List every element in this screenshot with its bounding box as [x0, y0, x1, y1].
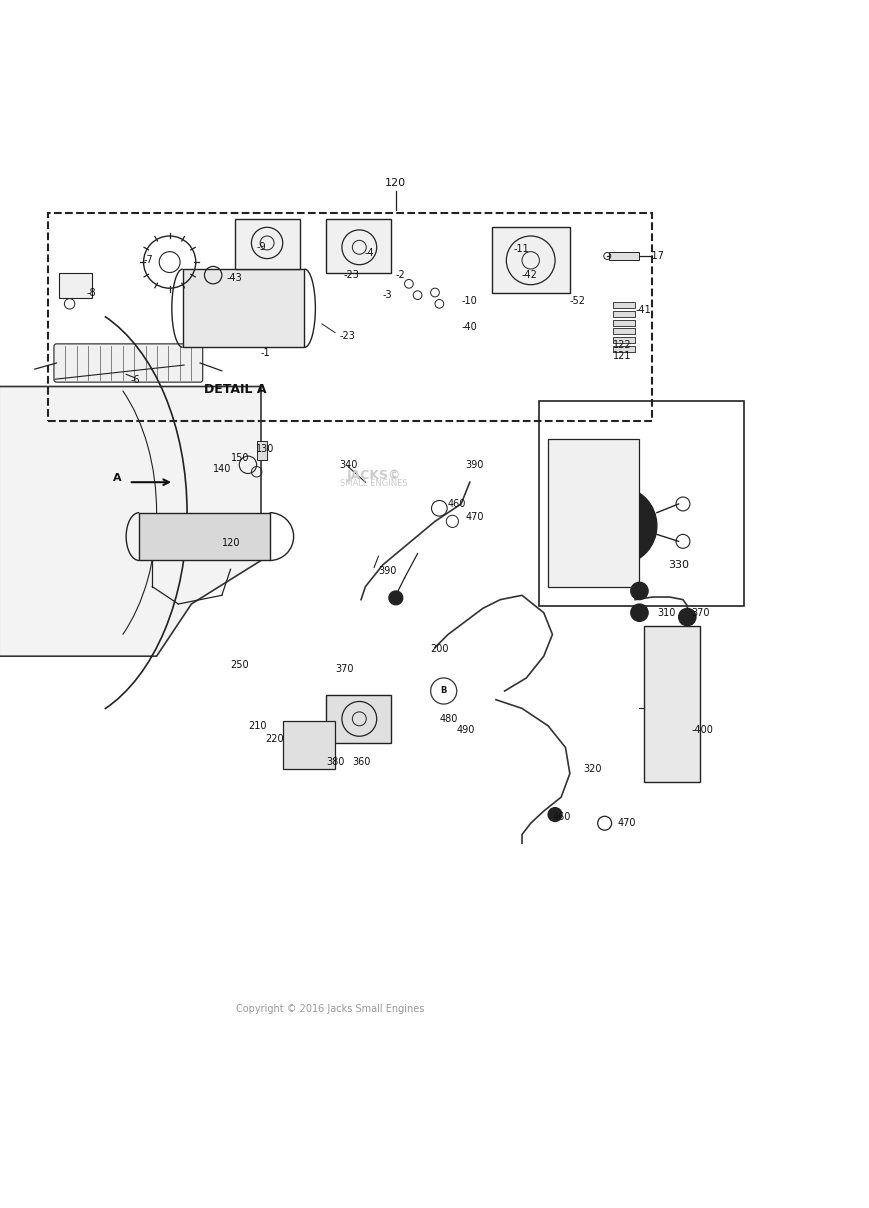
- Bar: [326, 220, 391, 273]
- Text: -10: -10: [461, 296, 476, 307]
- Text: -7: -7: [143, 255, 153, 266]
- Text: 470: 470: [465, 512, 483, 522]
- Bar: [235, 219, 300, 269]
- Text: 340: 340: [338, 460, 357, 470]
- Text: -2: -2: [395, 271, 405, 280]
- Circle shape: [678, 609, 695, 626]
- Text: SMALL ENGINES: SMALL ENGINES: [340, 480, 408, 488]
- Text: Copyright © 2016 Jacks Small Engines: Copyright © 2016 Jacks Small Engines: [236, 1004, 424, 1014]
- Text: 120: 120: [385, 178, 406, 188]
- Text: 370: 370: [691, 608, 709, 617]
- Bar: [613, 310, 634, 316]
- Text: 220: 220: [265, 733, 283, 744]
- Circle shape: [578, 487, 656, 565]
- Text: 121: 121: [613, 352, 631, 361]
- Text: 360: 360: [352, 757, 370, 767]
- Text: JACKS©: JACKS©: [347, 469, 401, 482]
- Text: -3: -3: [382, 290, 392, 300]
- Text: 460: 460: [448, 499, 466, 509]
- Text: 460: 460: [552, 812, 570, 823]
- Text: -6: -6: [129, 376, 140, 385]
- Text: -17: -17: [647, 251, 663, 261]
- Circle shape: [630, 582, 647, 599]
- Bar: [139, 512, 269, 561]
- Text: 122: 122: [613, 339, 631, 350]
- Text: 380: 380: [326, 757, 344, 767]
- Text: -8: -8: [87, 288, 96, 297]
- Text: 200: 200: [429, 644, 448, 655]
- Text: 390: 390: [378, 565, 396, 576]
- Bar: [539, 401, 743, 605]
- Circle shape: [678, 634, 695, 652]
- FancyBboxPatch shape: [54, 344, 202, 382]
- Text: 210: 210: [248, 721, 266, 731]
- Bar: [256, 441, 267, 460]
- Text: -11: -11: [513, 244, 528, 254]
- Circle shape: [388, 591, 402, 605]
- Bar: [59, 273, 92, 297]
- Text: -4: -4: [364, 249, 375, 259]
- Text: -40: -40: [461, 323, 476, 332]
- Bar: [182, 269, 304, 348]
- Text: 490: 490: [456, 725, 474, 736]
- Text: B: B: [440, 686, 447, 696]
- Text: 480: 480: [439, 714, 457, 724]
- Text: 470: 470: [617, 818, 635, 829]
- Text: -23: -23: [343, 271, 359, 280]
- Text: -52: -52: [569, 296, 585, 307]
- Text: -1: -1: [260, 348, 270, 359]
- Text: 390: 390: [465, 460, 483, 470]
- Circle shape: [630, 604, 647, 621]
- Bar: [613, 329, 634, 335]
- Text: -400: -400: [691, 725, 713, 736]
- Bar: [613, 337, 634, 343]
- Text: 370: 370: [335, 664, 353, 674]
- Bar: [613, 302, 634, 308]
- Text: -23: -23: [339, 331, 355, 341]
- Bar: [48, 213, 652, 422]
- Bar: [613, 345, 634, 352]
- Polygon shape: [0, 387, 261, 656]
- Bar: [608, 251, 639, 261]
- Text: A: A: [113, 472, 122, 483]
- Text: -42: -42: [521, 271, 537, 280]
- Text: 320: 320: [582, 765, 600, 774]
- Text: 330: 330: [667, 559, 688, 570]
- Bar: [643, 626, 700, 783]
- Bar: [547, 439, 639, 587]
- Text: -41: -41: [634, 304, 650, 315]
- Bar: [326, 696, 391, 743]
- Text: DETAIL A: DETAIL A: [203, 383, 266, 395]
- Circle shape: [547, 808, 561, 821]
- Bar: [613, 319, 634, 326]
- Bar: [282, 721, 335, 769]
- Text: -9: -9: [255, 243, 266, 252]
- Bar: [491, 227, 569, 292]
- Text: 140: 140: [213, 464, 231, 475]
- Text: 150: 150: [230, 453, 249, 463]
- Text: 130: 130: [255, 445, 275, 454]
- Text: 310: 310: [656, 608, 674, 617]
- Text: 250: 250: [230, 660, 249, 670]
- Text: -43: -43: [226, 273, 242, 283]
- Text: 120: 120: [222, 538, 240, 548]
